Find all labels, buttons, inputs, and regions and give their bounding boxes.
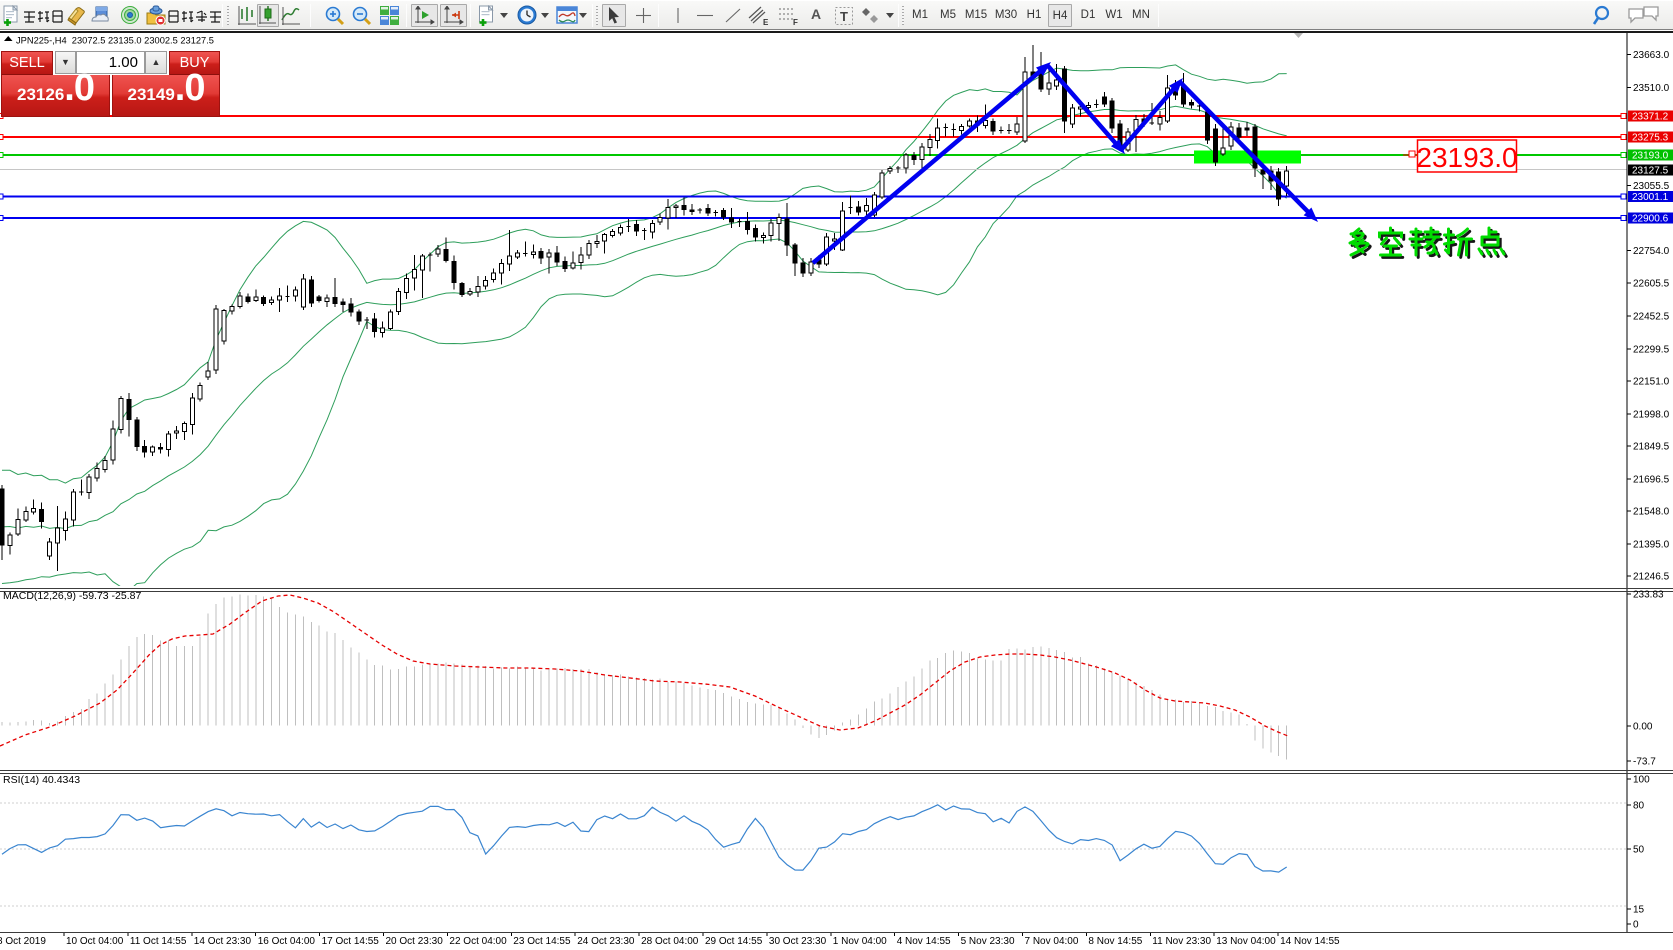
- svg-text:E: E: [763, 18, 769, 26]
- svg-text:-73.7: -73.7: [1633, 757, 1656, 768]
- svg-text:11 Oct 14:55: 11 Oct 14:55: [130, 936, 187, 947]
- svg-text:80: 80: [1633, 801, 1645, 812]
- svg-text:10 Oct 04:00: 10 Oct 04:00: [66, 936, 124, 947]
- svg-text:1 Nov 04:00: 1 Nov 04:00: [833, 936, 887, 947]
- svg-text:24 Oct 23:30: 24 Oct 23:30: [577, 936, 635, 947]
- svg-text:JPN225-,H4 23072.5 23135.0 23: JPN225-,H4 23072.5 23135.0 23002.5 23127…: [16, 36, 214, 46]
- svg-text:21998.0: 21998.0: [1633, 409, 1670, 420]
- svg-text:30 Oct 23:30: 30 Oct 23:30: [769, 936, 827, 947]
- svg-text:100: 100: [1633, 775, 1650, 786]
- svg-text:23193.0: 23193.0: [1632, 151, 1669, 162]
- svg-text:22151.0: 22151.0: [1633, 376, 1670, 387]
- svg-text:14 Nov 14:55: 14 Nov 14:55: [1280, 936, 1340, 947]
- svg-text:22900.6: 22900.6: [1632, 214, 1669, 225]
- svg-text:23055.5: 23055.5: [1633, 181, 1670, 192]
- svg-text:8 Oct 2019: 8 Oct 2019: [0, 936, 46, 947]
- svg-text:T: T: [840, 9, 848, 24]
- svg-text:F: F: [793, 18, 798, 26]
- svg-text:23127.5: 23127.5: [1632, 166, 1669, 177]
- svg-text:20 Oct 23:30: 20 Oct 23:30: [386, 936, 444, 947]
- svg-text:23371.2: 23371.2: [1632, 112, 1669, 123]
- svg-text:22299.5: 22299.5: [1633, 344, 1670, 355]
- svg-text:15: 15: [1633, 905, 1645, 916]
- svg-text:21849.5: 21849.5: [1633, 441, 1670, 452]
- svg-text:13 Nov 04:00: 13 Nov 04:00: [1216, 936, 1276, 947]
- svg-text:50: 50: [1633, 845, 1645, 856]
- svg-text:22452.5: 22452.5: [1633, 311, 1670, 322]
- svg-text:23193.0: 23193.0: [1416, 142, 1517, 173]
- svg-text:7 Nov 04:00: 7 Nov 04:00: [1025, 936, 1079, 947]
- svg-text:23663.0: 23663.0: [1633, 50, 1670, 61]
- svg-text:233.83: 233.83: [1633, 590, 1664, 601]
- svg-text:22754.0: 22754.0: [1633, 246, 1670, 257]
- svg-text:28 Oct 04:00: 28 Oct 04:00: [641, 936, 699, 947]
- svg-text:21246.5: 21246.5: [1633, 572, 1670, 583]
- svg-text:23275.3: 23275.3: [1632, 133, 1669, 144]
- svg-text:14 Oct 23:30: 14 Oct 23:30: [194, 936, 252, 947]
- svg-text:23 Oct 14:55: 23 Oct 14:55: [513, 936, 571, 947]
- svg-text:29 Oct 14:55: 29 Oct 14:55: [705, 936, 763, 947]
- svg-text:4 Nov 14:55: 4 Nov 14:55: [897, 936, 951, 947]
- svg-text:0: 0: [1633, 920, 1639, 931]
- svg-text:RSI(14) 40.4343: RSI(14) 40.4343: [3, 774, 80, 786]
- svg-text:23001.1: 23001.1: [1632, 192, 1669, 203]
- svg-text:5 Nov 23:30: 5 Nov 23:30: [961, 936, 1015, 947]
- svg-text:MACD(12,26,9) -59.73 -25.87: MACD(12,26,9) -59.73 -25.87: [3, 590, 141, 602]
- svg-text:8 Nov 14:55: 8 Nov 14:55: [1088, 936, 1142, 947]
- svg-text:21696.5: 21696.5: [1633, 475, 1670, 486]
- svg-text:16 Oct 04:00: 16 Oct 04:00: [258, 936, 316, 947]
- svg-text:22605.5: 22605.5: [1633, 278, 1670, 289]
- svg-text:17 Oct 14:55: 17 Oct 14:55: [322, 936, 380, 947]
- svg-text:23510.0: 23510.0: [1633, 83, 1670, 94]
- svg-text:0.00: 0.00: [1633, 722, 1653, 733]
- svg-text:22 Oct 04:00: 22 Oct 04:00: [449, 936, 507, 947]
- svg-text:21548.0: 21548.0: [1633, 507, 1670, 518]
- svg-text:11 Nov 23:30: 11 Nov 23:30: [1152, 936, 1211, 947]
- svg-text:21395.0: 21395.0: [1633, 540, 1670, 551]
